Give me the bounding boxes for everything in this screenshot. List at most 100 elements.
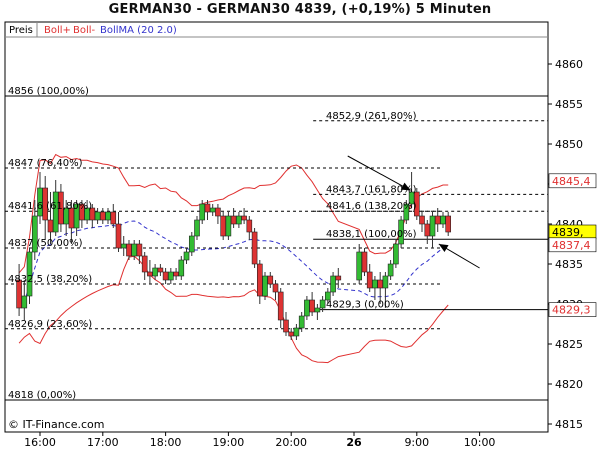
candle-body: [157, 267, 164, 273]
candle-body: [325, 291, 331, 301]
chart-title: GERMAN30 - GERMAN30 4839, (+0,19%) 5 Min…: [108, 2, 492, 17]
legend-boll-minus: Boll-: [73, 25, 96, 36]
boll-lower-line: [18, 255, 449, 364]
preis-label: Preis: [9, 25, 33, 36]
candle-body: [136, 243, 143, 257]
x-tick-label: 10:00: [464, 436, 496, 449]
candle-body: [277, 291, 284, 321]
candle-body: [429, 215, 436, 237]
trend-arrows: [347, 155, 480, 269]
fib-label-right: 4841,6 (138,20%): [326, 201, 417, 212]
candle-body: [147, 271, 153, 277]
candle-body: [110, 211, 117, 225]
boll-upper-line: [18, 153, 449, 274]
x-tick-label: 19:00: [213, 436, 245, 449]
price-tag-box: [548, 173, 597, 189]
fib-label-right: 4852,9 (261,80%): [326, 111, 417, 122]
legend-boll-plus: Boll+: [44, 25, 71, 36]
candle-body: [283, 319, 289, 333]
fib-label-left: 4826,9 (23,60%): [8, 319, 92, 330]
candle-body: [272, 283, 279, 293]
candle-body: [377, 279, 383, 289]
candle-body: [246, 219, 253, 233]
fib-label-left: 4841,6 (61,80%): [8, 201, 92, 212]
candle-body: [288, 331, 295, 337]
candle-body: [26, 251, 33, 297]
legend-bollma: BollMA (20 2.0): [100, 25, 177, 36]
candle-body: [42, 187, 49, 221]
candle-body: [100, 211, 106, 221]
candle-body: [230, 215, 237, 225]
level-labels: 4856 (100,00%) 4847 (76,40%) 4841,6 (61,80…: [8, 86, 417, 401]
candle-body: [361, 251, 368, 273]
candle-body: [241, 215, 247, 221]
candle-body: [314, 307, 321, 313]
candle-body: [178, 259, 185, 277]
x-tick-label: 17:00: [87, 436, 119, 449]
candle-body: [183, 251, 190, 261]
candle-body: [382, 275, 389, 289]
candle-body: [188, 235, 195, 253]
candle-body: [256, 263, 263, 297]
candle-body: [309, 299, 315, 313]
fib-label-left: 4818 (0,00%): [8, 390, 76, 401]
y-tick-label: 4835: [555, 258, 583, 271]
candle-body: [298, 315, 305, 329]
candle-body: [419, 215, 425, 225]
candle-body: [293, 327, 300, 337]
candle-body: [440, 215, 446, 225]
candle-body: [403, 203, 410, 221]
candle-body: [115, 223, 122, 249]
price-tag-label: 4837,4: [552, 239, 591, 252]
x-tick-label: 20:00: [275, 436, 307, 449]
fib-label-left: 4832,5 (38,20%): [8, 274, 92, 285]
arrow-head: [438, 244, 449, 253]
candle-body: [236, 215, 242, 225]
candle-body: [424, 223, 431, 237]
candle-body: [335, 275, 342, 281]
candle-body: [120, 243, 127, 249]
candle-body: [304, 299, 310, 317]
candle-body: [413, 191, 420, 217]
candle-body: [220, 215, 226, 237]
candle-body: [152, 267, 158, 277]
boll-ma-line: [18, 220, 449, 309]
candle-body: [204, 203, 211, 213]
candle-body: [173, 271, 179, 277]
candle-body: [31, 215, 38, 253]
candle-body: [356, 251, 363, 281]
candle-body: [194, 219, 200, 237]
candles: [16, 172, 452, 340]
y-tick-label: 4860: [555, 58, 583, 71]
candle-body: [199, 203, 206, 221]
candle-body: [251, 231, 258, 265]
fib-label-right: 4838,1 (100,00%): [326, 229, 417, 240]
candle-body: [209, 207, 216, 213]
x-tick-label: 18:00: [150, 436, 182, 449]
arrow-line: [347, 155, 411, 191]
candle-body: [445, 215, 452, 233]
candle-body: [262, 275, 268, 297]
fib-label-left: 4847 (76,40%): [8, 158, 83, 169]
x-tick-label: 26: [346, 436, 362, 449]
fib-label-right: 4829,3 (0,00%): [326, 300, 404, 311]
candle-body: [141, 255, 148, 273]
plot-area: [4, 21, 549, 433]
y-tick-label: 4850: [555, 138, 583, 151]
candle-body: [16, 279, 22, 309]
fib-label-right: 4843,7 (161,80%): [326, 184, 417, 195]
candle-body: [393, 243, 399, 265]
fib-label-left: 4837 (50,00%): [8, 238, 83, 249]
candle-body: [126, 243, 132, 257]
candle-body: [434, 215, 441, 225]
candle-body: [105, 211, 111, 221]
candle-body: [398, 219, 404, 245]
candle-body: [162, 271, 169, 281]
x-tick-label: 16:00: [24, 436, 56, 449]
candle-body: [319, 299, 326, 309]
price-tag-label: 4839,: [552, 226, 584, 239]
candle-body: [366, 271, 373, 289]
price-tag-box: [548, 237, 597, 253]
candle-body: [330, 275, 336, 293]
